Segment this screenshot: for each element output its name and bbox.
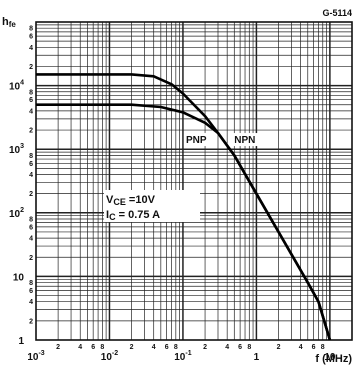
- y-minor-tick-label: 2: [29, 64, 33, 71]
- tick-labels: 10-3 10-2 10-1 1 102 4 6 8 2 4 6 8 2 4 6 8 2 4 6 8104103102…: [9, 26, 336, 363]
- y-minor-tick-label: 2: [29, 191, 33, 198]
- x-tick-label-exp: -2: [112, 350, 118, 357]
- y-minor-tick-label: 8: [29, 26, 33, 33]
- y-minor-tick-label: 8: [29, 153, 33, 160]
- x-minor-tick-label: 2: [203, 344, 207, 351]
- y-tick-label-base: 10: [9, 209, 21, 220]
- x-tick-label: 10: [324, 352, 336, 363]
- x-tick-label: 1: [254, 352, 260, 363]
- x-tick-label: 10-1: [174, 350, 191, 363]
- x-axis-label: f (MHz): [315, 353, 352, 365]
- y-minor-tick-label: 8: [29, 216, 33, 223]
- y-minor-tick-label: 4: [29, 45, 33, 52]
- x-minor-tick-label: 4: [299, 344, 303, 351]
- x-minor-tick-label: 4: [78, 344, 82, 351]
- x-minor-tick-label: 2: [130, 344, 134, 351]
- y-tick-label-exp: 3: [20, 143, 24, 150]
- curves: PNP NPN: [36, 73, 332, 341]
- y-tick-label: 1: [18, 336, 24, 347]
- series-label-background: [183, 133, 212, 147]
- y-minor-tick-label: 8: [29, 89, 33, 96]
- figure-code: G-5114: [322, 8, 352, 18]
- x-minor-tick-label: 6: [238, 344, 242, 351]
- y-minor-tick-label: 8: [29, 280, 33, 287]
- x-minor-tick-label: 4: [152, 344, 156, 351]
- vce-main: V: [106, 194, 114, 206]
- x-tick-label-exp: -3: [38, 350, 44, 357]
- condition-vce: VCE =10V: [106, 194, 156, 207]
- vce-sub: CE: [113, 197, 126, 207]
- x-minor-tick-label: 8: [100, 344, 104, 351]
- x-minor-tick-label: 8: [174, 344, 178, 351]
- x-tick-label-base: 10: [174, 352, 186, 363]
- y-tick-label: 103: [9, 143, 24, 156]
- y-tick-label-exp: 2: [20, 207, 24, 214]
- y-minor-tick-label: 6: [29, 97, 33, 104]
- y-tick-label: 104: [9, 80, 24, 93]
- y-minor-tick-label: 2: [29, 318, 33, 325]
- x-tick-label-base: 10: [101, 352, 113, 363]
- y-tick-label-base: 10: [9, 82, 21, 93]
- series-label-background: [232, 133, 261, 147]
- y-minor-tick-label: 4: [29, 236, 33, 243]
- y-axis-label: hfe: [2, 16, 16, 29]
- ic-main: I: [106, 209, 109, 221]
- vce-value: =10V: [126, 194, 156, 206]
- series-label-pnp: PNP: [186, 135, 207, 146]
- x-minor-tick-label: 8: [321, 344, 325, 351]
- y-minor-tick-label: 4: [29, 299, 33, 306]
- x-minor-tick-label: 2: [56, 344, 60, 351]
- conditions-background: [104, 190, 200, 222]
- plot-frame: [35, 21, 353, 341]
- y-minor-tick-label: 4: [29, 172, 33, 179]
- y-axis-label-main: h: [2, 16, 9, 28]
- x-tick-label-exp: -1: [185, 350, 191, 357]
- x-tick-label: 10-3: [27, 350, 44, 363]
- conditions-box: VCE =10V IC = 0.75 A: [104, 190, 200, 222]
- x-tick-label: 10-2: [101, 350, 118, 363]
- x-minor-tick-label: 6: [91, 344, 95, 351]
- x-tick-label-base: 10: [27, 352, 39, 363]
- y-tick-label: 10: [13, 272, 25, 283]
- grid: [36, 22, 352, 340]
- y-minor-tick-label: 6: [29, 34, 33, 41]
- ic-value: = 0.75 A: [116, 209, 161, 221]
- y-axis-label-sub: fe: [9, 20, 17, 29]
- y-minor-tick-label: 6: [29, 224, 33, 231]
- y-minor-tick-label: 4: [29, 108, 33, 115]
- x-minor-tick-label: 6: [312, 344, 316, 351]
- x-minor-tick-label: 4: [225, 344, 229, 351]
- y-tick-label-base: 10: [9, 145, 21, 156]
- condition-ic: IC = 0.75 A: [106, 209, 160, 222]
- y-minor-tick-label: 6: [29, 288, 33, 295]
- x-minor-tick-label: 2: [277, 344, 281, 351]
- series-label-npn: NPN: [234, 135, 255, 146]
- ic-sub: C: [109, 212, 116, 222]
- x-minor-tick-label: 8: [247, 344, 251, 351]
- y-minor-tick-label: 2: [29, 128, 33, 135]
- y-minor-tick-label: 6: [29, 161, 33, 168]
- y-tick-label-exp: 4: [20, 80, 24, 87]
- y-minor-tick-label: 2: [29, 255, 33, 262]
- series-line-npn: [36, 73, 332, 341]
- x-minor-tick-label: 6: [165, 344, 169, 351]
- y-tick-label: 102: [9, 207, 24, 220]
